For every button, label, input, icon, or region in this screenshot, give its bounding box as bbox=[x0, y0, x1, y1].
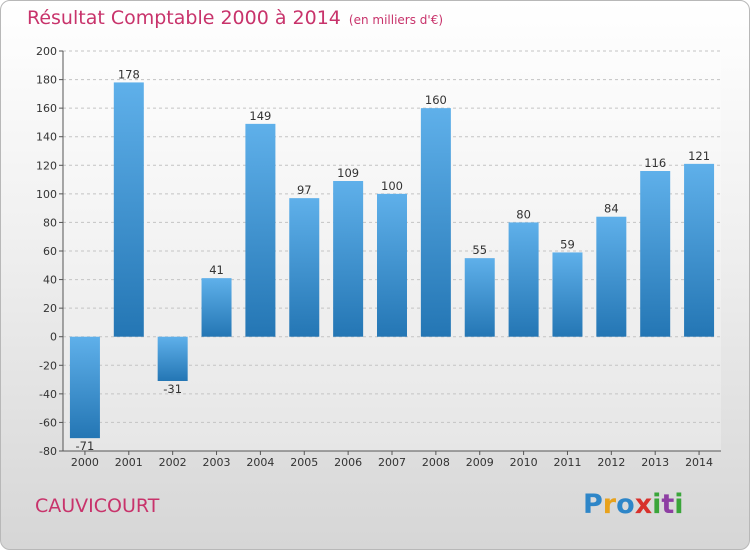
data-label: 116 bbox=[644, 156, 666, 170]
y-tick-label: 60 bbox=[43, 245, 57, 258]
bar bbox=[69, 336, 100, 439]
data-label: 109 bbox=[337, 166, 359, 180]
bar bbox=[377, 193, 407, 337]
x-tick-label: 2011 bbox=[553, 456, 581, 469]
data-label: 97 bbox=[297, 183, 312, 197]
x-tick-label: 2004 bbox=[246, 456, 274, 469]
data-label: 59 bbox=[560, 237, 575, 251]
logo-letter: x bbox=[634, 489, 653, 520]
unit-text: (en milliers d'€) bbox=[348, 13, 444, 27]
logo-letter: o bbox=[616, 489, 635, 520]
y-tick-label: 80 bbox=[43, 216, 57, 229]
data-label: 84 bbox=[604, 202, 619, 216]
logo-letter: t bbox=[661, 489, 675, 520]
data-label: 41 bbox=[209, 263, 224, 277]
bar bbox=[596, 216, 627, 337]
data-label: 100 bbox=[381, 179, 403, 193]
bar bbox=[464, 258, 495, 337]
data-label: 121 bbox=[688, 149, 710, 163]
x-tick-label: 2006 bbox=[334, 456, 362, 469]
bar bbox=[245, 123, 276, 337]
bar bbox=[333, 181, 364, 337]
chart-title: Résultat Comptable 2000 à 2014 (en millie… bbox=[27, 7, 443, 29]
x-tick-label: 2008 bbox=[422, 456, 450, 469]
y-tick-label: 120 bbox=[36, 159, 57, 172]
y-tick-label: 200 bbox=[36, 45, 57, 58]
y-tick-label: 140 bbox=[36, 131, 57, 144]
y-tick-label: 20 bbox=[43, 302, 57, 315]
bar bbox=[201, 278, 232, 337]
data-label: 149 bbox=[249, 109, 271, 123]
bar bbox=[289, 198, 320, 337]
bar bbox=[420, 108, 451, 337]
y-tick-label: 40 bbox=[43, 274, 57, 287]
proxiti-logo: Proxiti bbox=[583, 489, 684, 520]
y-tick-label: 160 bbox=[36, 102, 57, 115]
x-tick-label: 2013 bbox=[641, 456, 669, 469]
data-label: -71 bbox=[76, 439, 95, 453]
y-tick-label: 100 bbox=[36, 188, 57, 201]
commune-name: CAUVICOURT bbox=[35, 495, 160, 517]
data-label: 178 bbox=[118, 67, 140, 81]
y-tick-label: 0 bbox=[50, 331, 57, 344]
x-tick-label: 2003 bbox=[203, 456, 231, 469]
x-tick-label: 2007 bbox=[378, 456, 406, 469]
logo-letter: i bbox=[652, 489, 662, 520]
logo-letter: r bbox=[602, 489, 617, 520]
bar bbox=[113, 82, 144, 337]
x-tick-label: 2012 bbox=[597, 456, 625, 469]
bar bbox=[684, 163, 715, 337]
x-tick-label: 2009 bbox=[466, 456, 494, 469]
y-tick-label: -40 bbox=[39, 388, 57, 401]
data-label: 80 bbox=[516, 207, 531, 221]
data-label: 55 bbox=[472, 243, 487, 257]
x-tick-label: 2002 bbox=[159, 456, 187, 469]
y-tick-label: -80 bbox=[39, 445, 57, 458]
data-label: -31 bbox=[163, 382, 182, 396]
x-tick-label: 2001 bbox=[115, 456, 143, 469]
x-tick-label: 2010 bbox=[510, 456, 538, 469]
x-tick-label: 2005 bbox=[290, 456, 318, 469]
x-tick-label: 2000 bbox=[71, 456, 99, 469]
data-label: 160 bbox=[425, 93, 447, 107]
bar bbox=[157, 336, 188, 381]
y-tick-label: -20 bbox=[39, 359, 57, 372]
bar bbox=[508, 222, 539, 337]
y-tick-label: 180 bbox=[36, 74, 57, 87]
bar bbox=[552, 252, 583, 337]
bar bbox=[640, 171, 671, 337]
title-text: Résultat Comptable 2000 à 2014 bbox=[27, 7, 341, 29]
x-tick-label: 2014 bbox=[685, 456, 713, 469]
logo-letter: P bbox=[583, 489, 603, 520]
logo-letter: i bbox=[674, 489, 684, 520]
y-tick-label: -60 bbox=[39, 416, 57, 429]
